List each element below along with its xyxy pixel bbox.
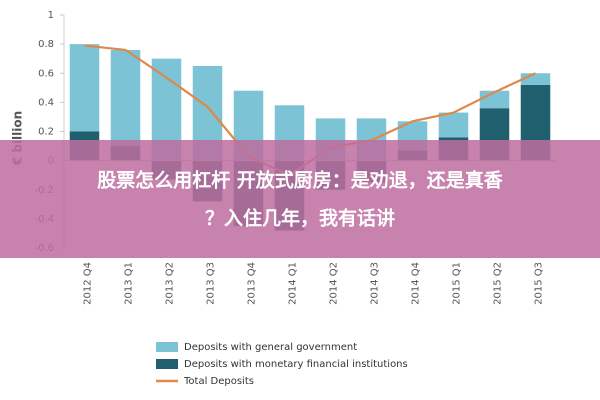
bar	[520, 73, 551, 85]
legend-swatch	[156, 342, 178, 352]
x-tick-label: 2014 Q1	[288, 262, 299, 305]
y-tick-label: 0.6	[38, 68, 54, 79]
x-tick-label: 2013 Q3	[206, 262, 217, 305]
y-tick-label: 0.8	[38, 39, 54, 50]
x-tick-label: 2014 Q2	[329, 262, 340, 305]
bar	[438, 112, 469, 138]
x-tick-label: 2013 Q1	[124, 262, 135, 305]
banner-text: ？入住几年，我有话讲	[205, 207, 395, 230]
legend-swatch	[156, 359, 178, 369]
bar	[110, 49, 141, 147]
y-tick-label: 1	[48, 10, 54, 21]
x-tick-label: 2013 Q4	[247, 262, 258, 305]
legend-label: Total Deposits	[183, 376, 254, 387]
x-tick-label: 2012 Q4	[83, 262, 94, 305]
y-tick-label: 0.4	[38, 97, 54, 108]
banner	[0, 140, 600, 258]
x-tick-label: 2015 Q3	[534, 262, 545, 305]
x-tick-label: 2014 Q3	[370, 262, 381, 305]
bar	[69, 44, 100, 132]
banner-text: 股票怎么用杠杆 开放式厨房：是劝退，还是真香	[97, 169, 504, 192]
x-tick-label: 2015 Q2	[493, 262, 504, 305]
y-tick-label: 0.2	[38, 127, 54, 138]
legend-label: Deposits with monetary financial institu…	[184, 359, 408, 370]
x-tick-label: 2015 Q1	[452, 262, 463, 305]
legend-label: Deposits with general government	[184, 342, 357, 353]
x-tick-label: 2013 Q2	[165, 262, 176, 305]
x-tick-label: 2014 Q4	[411, 262, 422, 305]
